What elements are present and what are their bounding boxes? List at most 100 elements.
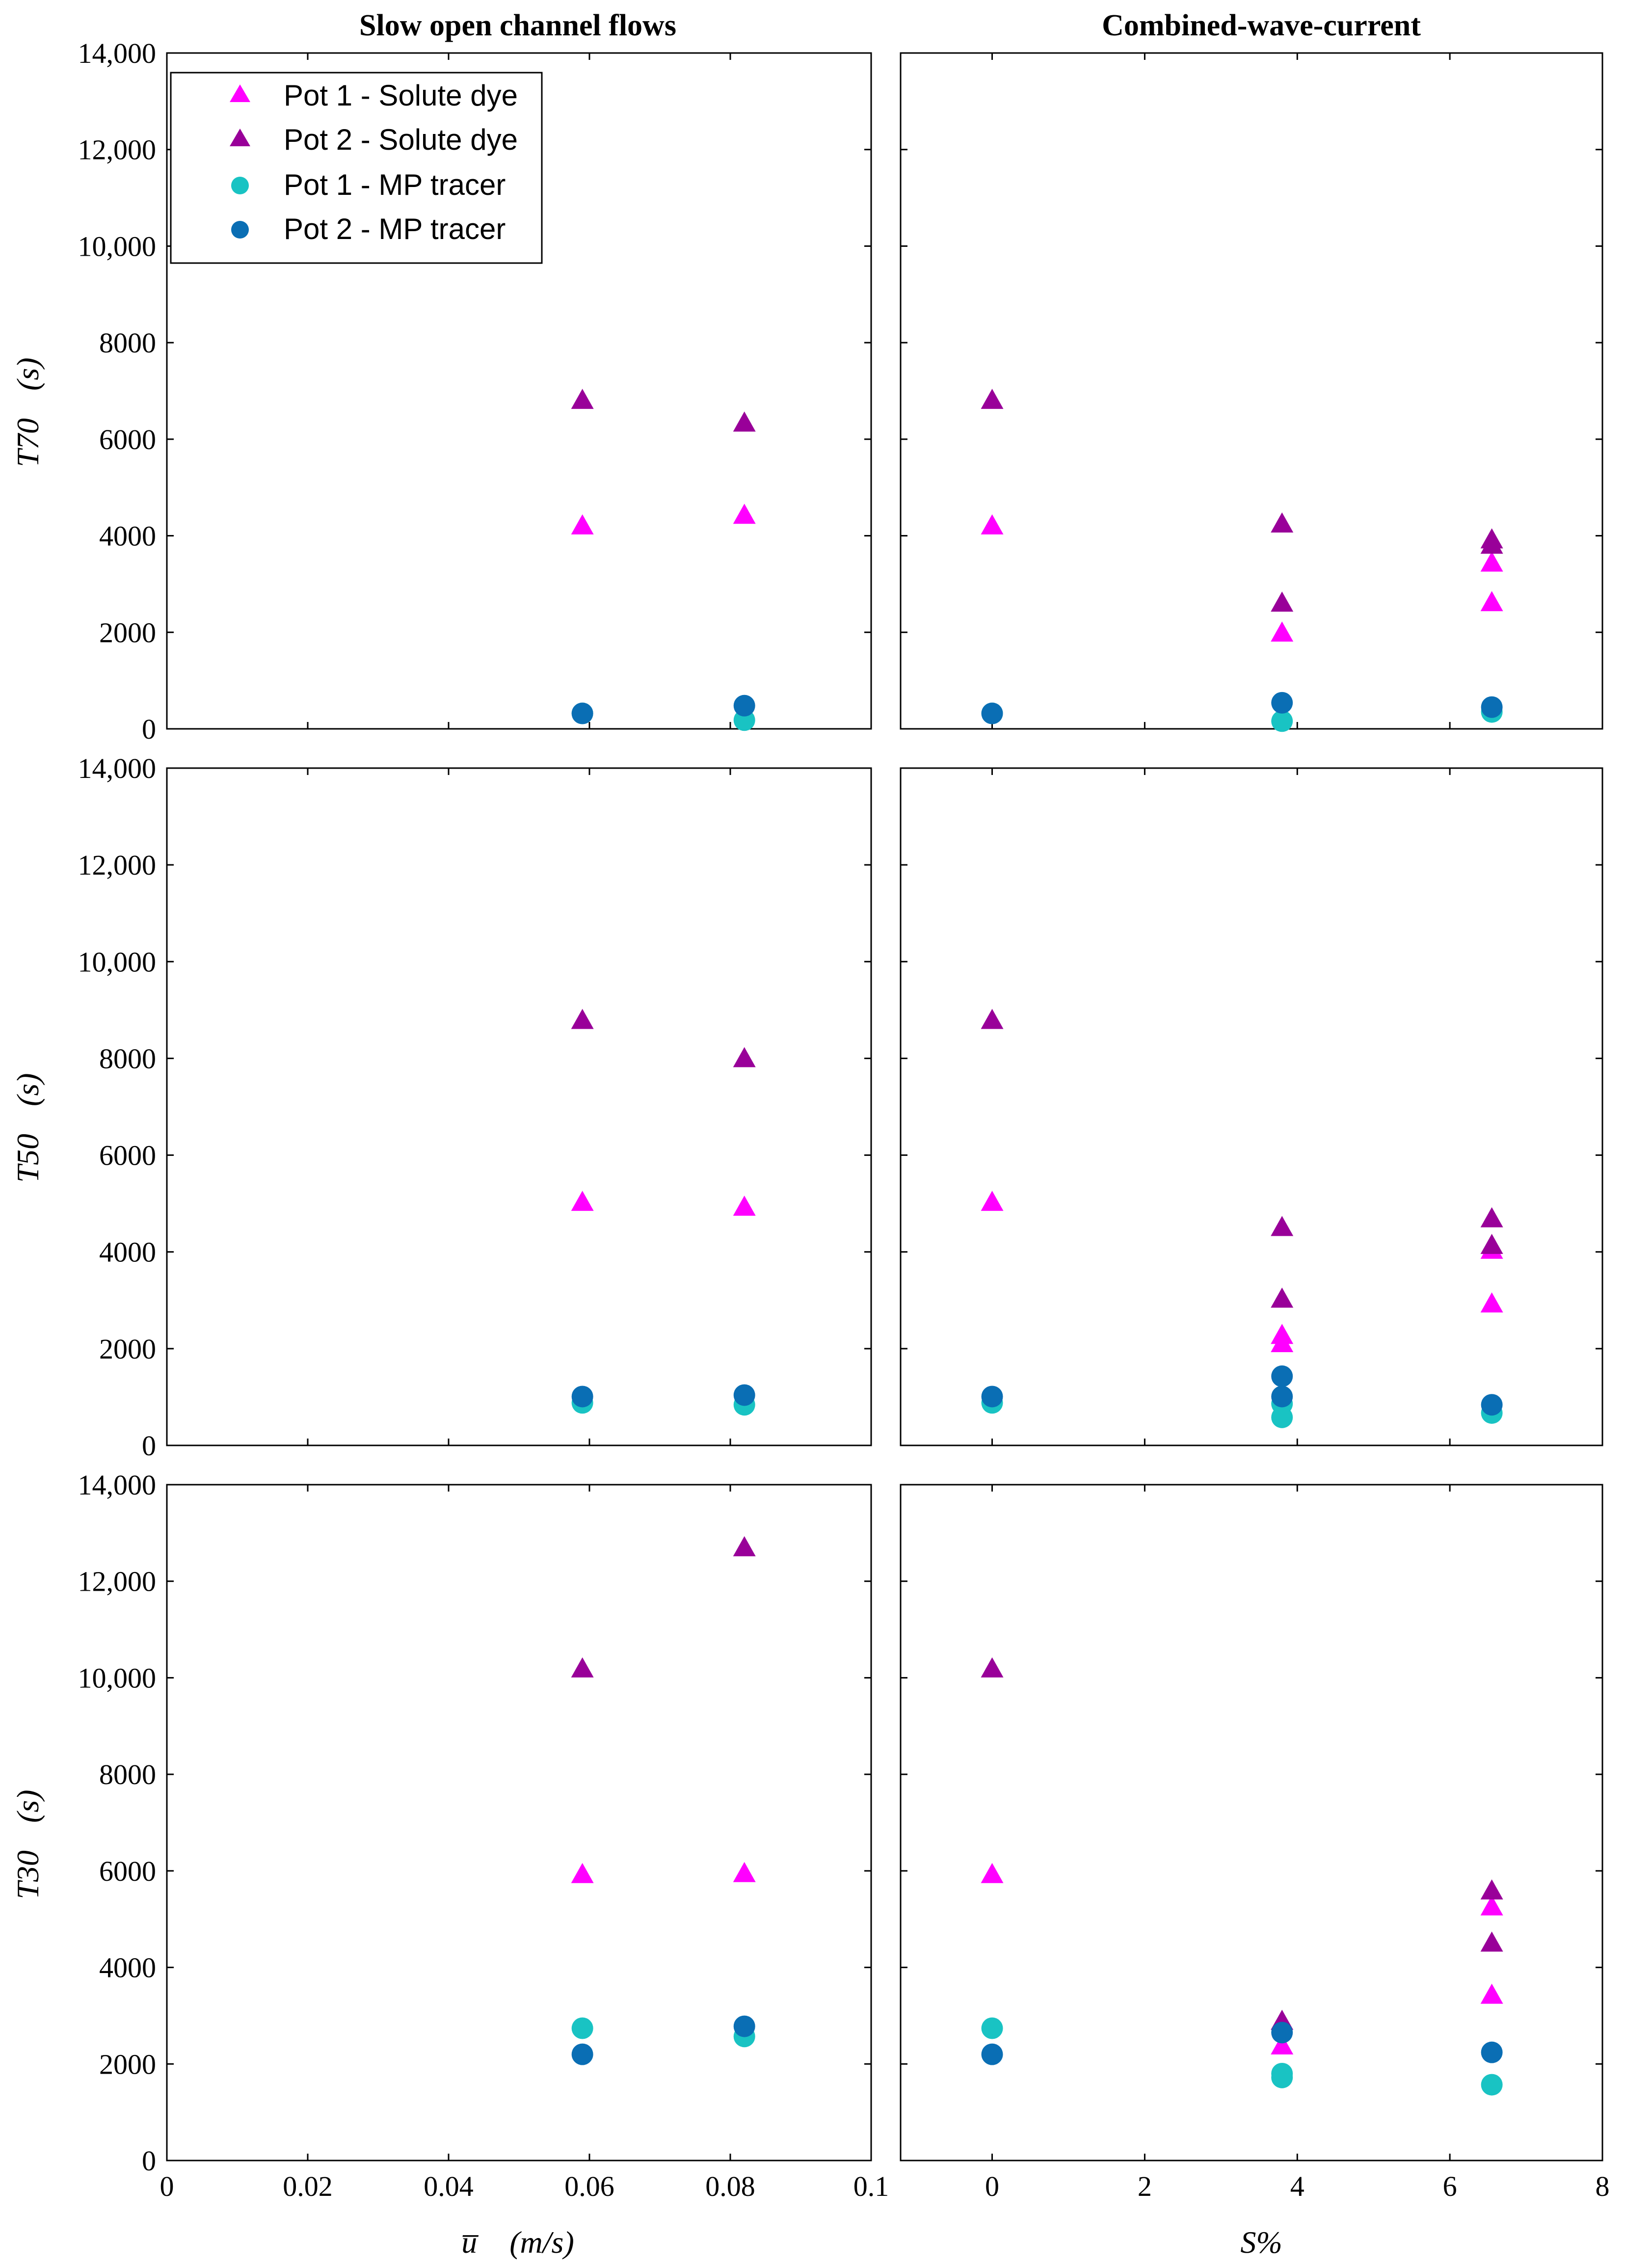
data-point-triangle — [981, 1191, 1004, 1211]
y-tick-label: 2000 — [99, 2048, 156, 2080]
data-point-circle — [733, 694, 755, 717]
y-tick-label: 0 — [142, 2145, 156, 2177]
legend-marker-pot2-mp — [231, 221, 249, 239]
y-tick-label: 8000 — [99, 327, 156, 359]
data-point-triangle — [1271, 512, 1294, 533]
y-tick-label: 8000 — [99, 1759, 156, 1790]
data-point-triangle — [571, 1657, 594, 1678]
data-point-triangle — [1271, 591, 1294, 612]
data-point-triangle — [981, 514, 1004, 534]
panel-T70-open-channel: 0 2000 4000 6000 8000 10,000 12,000 14,000 — [78, 37, 872, 745]
x-tick-label: 0 — [160, 2170, 174, 2202]
panel-T30-open-channel: 0 2000 4000 6000 8000 10,000 12,000 14,000 0 0.02… — [78, 1469, 889, 2202]
ylabel-t50-unit: (s) — [10, 1073, 45, 1106]
xlabel-velocity: u̅ (m/s) — [461, 2225, 574, 2260]
panel-T50-wave-current — [900, 767, 1603, 1446]
data-point-triangle — [571, 514, 594, 534]
data-point-circle — [1271, 1365, 1293, 1387]
panel-frame — [166, 52, 872, 730]
y-tick-label: 10,000 — [78, 1662, 157, 1694]
legend-label-pot1-dye: Pot 1 - Solute dye — [284, 79, 518, 112]
x-tick-label: 6 — [1443, 2170, 1457, 2202]
data-point-triangle — [571, 1863, 594, 1883]
data-point-triangle — [1480, 1292, 1503, 1313]
data-point-triangle — [1480, 591, 1503, 612]
y-tick-label: 6000 — [99, 1855, 156, 1887]
y-tick-label: 6000 — [99, 1140, 156, 1172]
x-tick-label: 0.1 — [853, 2170, 889, 2202]
column-title-open-channel: Slow open channel flows — [359, 9, 676, 42]
x-tick-label: 0.02 — [283, 2170, 333, 2202]
y-tick-label: 10,000 — [78, 946, 157, 978]
data-point-triangle — [1480, 1879, 1503, 1900]
x-tick-label: 0.06 — [564, 2170, 614, 2202]
data-point-circle — [981, 702, 1003, 724]
y-tick-label: 2000 — [99, 616, 156, 648]
y-tick-label: 12,000 — [78, 134, 157, 166]
y-tick-label: 0 — [142, 1430, 156, 1462]
data-point-triangle — [1480, 1931, 1503, 1952]
y-tick-label: 6000 — [99, 424, 156, 455]
data-point-triangle — [981, 389, 1004, 409]
xlabel-velocity-unit: (m/s) — [509, 2225, 574, 2260]
data-point-triangle — [1480, 1233, 1503, 1254]
data-point-circle — [571, 2043, 593, 2065]
data-point-triangle — [1271, 1216, 1294, 1236]
y-tick-label: 2000 — [99, 1333, 156, 1365]
data-point-triangle — [733, 504, 756, 524]
legend-marker-pot1-dye — [230, 84, 250, 102]
x-tick-label: 0 — [985, 2170, 999, 2202]
x-tick-label: 2 — [1138, 2170, 1152, 2202]
data-point-circle — [733, 2015, 755, 2037]
data-point-circle — [1271, 692, 1293, 714]
x-tick-label: 0.04 — [424, 2170, 474, 2202]
x-tick-label: 0.08 — [705, 2170, 755, 2202]
y-tick-label: 0 — [142, 713, 156, 745]
y-tick-label: 14,000 — [78, 752, 157, 784]
data-point-triangle — [1271, 1287, 1294, 1308]
data-point-circle — [571, 702, 593, 724]
ylabel-t50: T50 (s) — [10, 1073, 45, 1182]
xlabel-slope: S% — [1240, 2225, 1282, 2260]
data-point-circle — [981, 2043, 1003, 2065]
data-point-triangle — [1480, 1895, 1503, 1916]
data-point-triangle — [571, 389, 594, 409]
data-point-circle — [1271, 2066, 1293, 2088]
data-point-circle — [1481, 1394, 1503, 1416]
panel-frame — [900, 52, 1603, 730]
data-point-circle — [1481, 696, 1503, 718]
data-point-triangle — [981, 1863, 1004, 1883]
data-point-triangle — [733, 1536, 756, 1556]
legend-label-pot1-mp: Pot 1 - MP tracer — [284, 168, 506, 201]
y-tick-label: 12,000 — [78, 1566, 157, 1598]
data-point-circle — [571, 2017, 593, 2039]
legend-marker-pot2-dye — [230, 129, 250, 146]
y-tick-label: 10,000 — [78, 230, 157, 262]
data-point-circle — [1481, 2074, 1503, 2096]
panel-T70-wave-current — [900, 52, 1603, 732]
data-point-triangle — [571, 1191, 594, 1211]
data-point-triangle — [981, 1009, 1004, 1029]
data-point-triangle — [733, 1862, 756, 1882]
y-tick-label: 12,000 — [78, 849, 157, 881]
x-tick-label: 8 — [1596, 2170, 1610, 2202]
data-point-triangle — [571, 1009, 594, 1029]
x-tick-label: 4 — [1290, 2170, 1305, 2202]
data-point-circle — [1271, 710, 1293, 732]
panels-layer: 0200040006000800010,00012,00014,00002000… — [78, 37, 1610, 2202]
svg-text:T50 (s): T50 (s) — [10, 1073, 45, 1182]
y-tick-label: 14,000 — [78, 37, 157, 69]
svg-text:T30 (s): T30 (s) — [10, 1789, 45, 1899]
xlabel-velocity-var: u̅ — [461, 2225, 479, 2260]
data-point-triangle — [1271, 1332, 1294, 1352]
data-point-triangle — [733, 1196, 756, 1216]
legend-label-pot2-dye: Pot 2 - Solute dye — [284, 123, 518, 156]
y-tick-label: 4000 — [99, 520, 156, 552]
ylabel-t50-var: T50 — [10, 1134, 45, 1183]
ylabel-t30-var: T30 — [10, 1850, 45, 1899]
data-point-circle — [1481, 2041, 1503, 2063]
data-point-triangle — [1271, 2034, 1294, 2055]
data-point-triangle — [981, 1657, 1004, 1678]
